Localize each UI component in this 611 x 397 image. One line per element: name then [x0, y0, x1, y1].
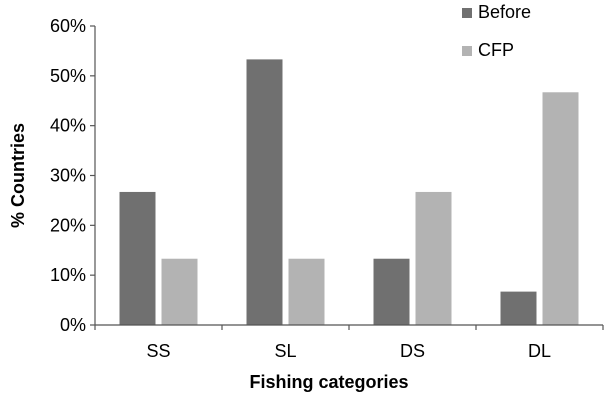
legend-label-before: Before [478, 2, 531, 22]
y-tick-label: 60% [50, 16, 86, 36]
y-tick-label: 40% [50, 116, 86, 136]
x-tick-label-dl: DL [528, 341, 551, 361]
legend-swatch-before [462, 8, 472, 18]
bar-before-ss [119, 191, 156, 325]
y-tick-label: 50% [50, 66, 86, 86]
bar-cfp-ds [415, 191, 452, 325]
legend-label-cfp: CFP [478, 40, 514, 60]
x-tick-label-sl: SL [274, 341, 296, 361]
x-axis-title: Fishing categories [249, 372, 408, 392]
y-tick-label: 0% [60, 315, 86, 335]
bars-group [119, 59, 579, 325]
bar-cfp-sl [288, 258, 325, 325]
y-tick-label: 30% [50, 166, 86, 186]
bar-before-sl [246, 59, 283, 325]
y-tick-label: 20% [50, 215, 86, 235]
y-ticks-group: 0% 10% 20% 30% 40% 50% 60% [50, 16, 95, 335]
y-tick-label: 10% [50, 265, 86, 285]
y-axis-title: % Countries [8, 123, 28, 228]
x-ticks-group: SS SL DS DL [94, 325, 604, 361]
bar-cfp-ss [161, 258, 198, 325]
legend: Before CFP [462, 2, 531, 60]
bar-before-dl [500, 291, 537, 325]
x-tick-label-ds: DS [400, 341, 425, 361]
bar-cfp-dl [542, 92, 579, 325]
x-tick-label-ss: SS [146, 341, 170, 361]
legend-swatch-cfp [462, 46, 472, 56]
bar-before-ds [373, 258, 410, 325]
